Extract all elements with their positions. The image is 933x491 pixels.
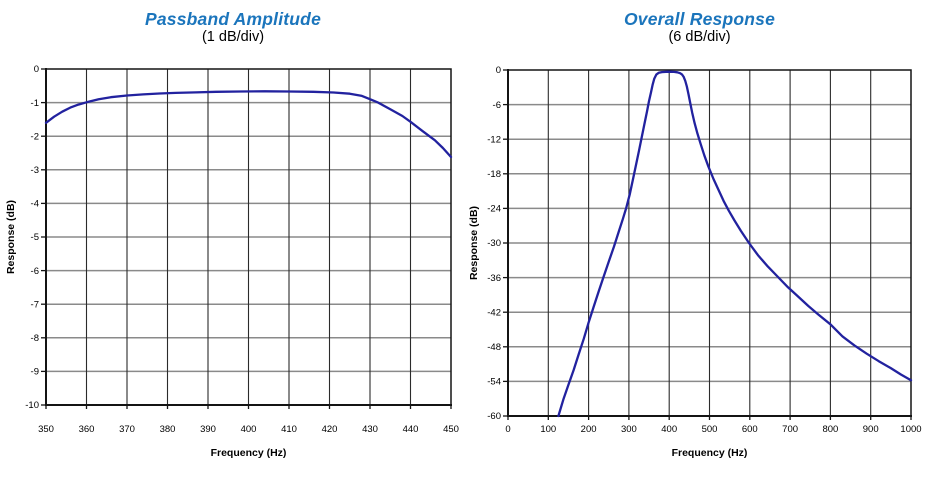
y-tick-label: -42	[487, 307, 501, 318]
y-tick-label: -2	[31, 131, 39, 142]
x-tick-label: 370	[119, 424, 135, 435]
y-tick-label: -1	[31, 98, 39, 109]
tick-marks	[41, 68, 452, 409]
x-tick-label: 100	[540, 424, 556, 435]
y-tick-label: -8	[31, 333, 39, 344]
x-tick-label: 300	[621, 424, 637, 435]
x-tick-label: 1000	[900, 424, 921, 435]
response-curve	[557, 70, 913, 418]
y-tick-label: -24	[487, 204, 501, 215]
y-tick-label: -9	[31, 367, 39, 378]
x-tick-label: 0	[505, 424, 510, 435]
x-tick-label: 430	[362, 424, 378, 435]
x-tick-label: 360	[79, 424, 95, 435]
y-axis-label: Response (dB)	[5, 200, 17, 274]
x-tick-label: 400	[241, 424, 257, 435]
x-tick-label: 450	[443, 424, 459, 435]
overall-response-chart: Overall Response (6 dB/div) 0 100 200 300 40…	[466, 0, 933, 491]
y-tick-label: -60	[487, 411, 501, 422]
y-tick-label: -6	[493, 100, 501, 111]
y-tick-label: -36	[487, 273, 501, 284]
x-tick-label: 800	[822, 424, 838, 435]
x-tick-label: 380	[160, 424, 176, 435]
grid-layer	[508, 70, 911, 416]
x-axis-label: Frequency (Hz)	[211, 447, 287, 459]
grid-layer	[46, 69, 451, 405]
y-tick-label: 0	[34, 64, 39, 75]
tick-marks	[503, 69, 912, 420]
chart-subtitle-overall: (6 dB/div)	[668, 29, 731, 46]
x-tick-label: 420	[322, 424, 338, 435]
y-tick-label: -12	[487, 134, 501, 145]
x-axis-label: Frequency (Hz)	[672, 447, 748, 459]
y-tick-label: -6	[31, 266, 39, 277]
x-tick-label: 350	[38, 424, 54, 435]
y-tick-label: -10	[25, 400, 39, 411]
y-axis-label: Response (dB)	[468, 206, 480, 280]
y-tick-label: -7	[31, 299, 39, 310]
x-tick-label: 410	[281, 424, 297, 435]
tick-labels: 350 360 370 380 390 400 410 420 430 440 450 0 -1 -2 -3…	[25, 64, 459, 435]
chart-title-overall: Overall Response	[623, 9, 776, 29]
x-tick-label: 390	[200, 424, 216, 435]
y-tick-label: -54	[487, 377, 501, 388]
passband-amplitude-plot: 350 360 370 380 390 400 410 420 430 440 450 0 -1 -2 -3…	[5, 64, 459, 459]
y-tick-label: -18	[487, 169, 501, 180]
y-tick-label: 0	[496, 65, 501, 76]
chart-subtitle-passband: (1 dB/div)	[201, 29, 265, 46]
x-tick-label: 700	[782, 424, 798, 435]
x-tick-label: 200	[581, 424, 597, 435]
y-tick-label: -4	[31, 199, 39, 210]
y-tick-label: -30	[487, 238, 501, 249]
y-tick-label: -48	[487, 342, 501, 353]
response-curve	[44, 90, 453, 159]
y-tick-label: -3	[31, 165, 39, 176]
x-tick-label: 440	[403, 424, 419, 435]
y-tick-label: -5	[31, 232, 39, 243]
x-tick-label: 600	[742, 424, 758, 435]
passband-amplitude-chart: Passband Amplitude (1 dB/div) 350 360 370 3…	[0, 0, 466, 491]
x-tick-label: 500	[702, 424, 718, 435]
chart-title-passband: Passband Amplitude	[144, 9, 322, 29]
x-tick-label: 400	[661, 424, 677, 435]
tick-labels: 0 100 200 300 400 500 600 700 800 900 1000 0 -6 -12 -1…	[487, 65, 921, 435]
overall-response-plot: 0 100 200 300 400 500 600 700 800 900 1000 0 -6 -12 -1…	[468, 65, 922, 459]
x-tick-label: 900	[863, 424, 879, 435]
